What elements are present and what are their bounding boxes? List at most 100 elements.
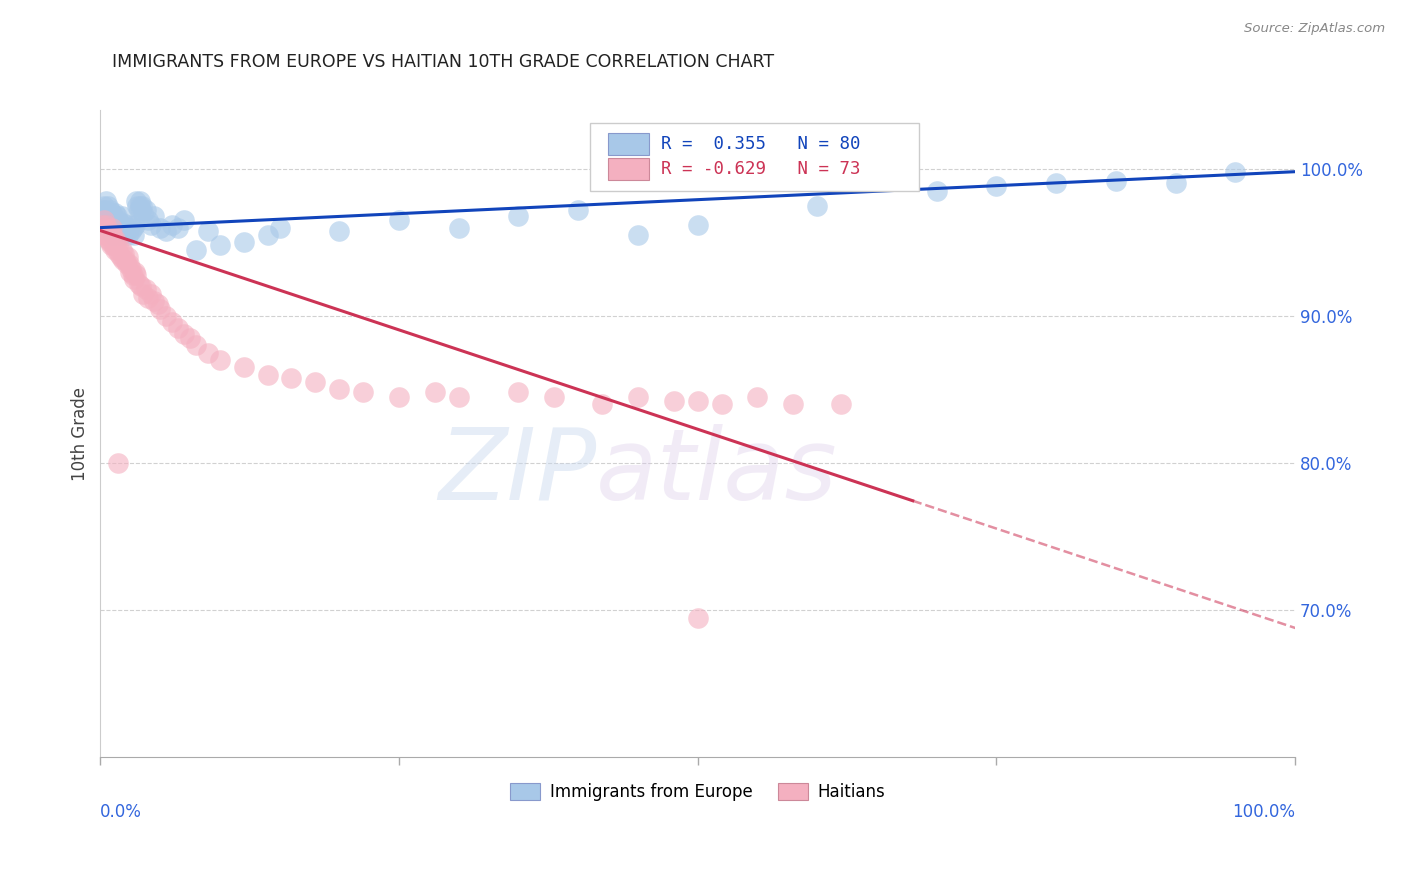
Point: [94, 220, 117, 235]
Point: [112, 252, 135, 267]
Point: [662, 394, 685, 409]
Point: [100, 238, 122, 252]
Point: [118, 220, 141, 235]
Point: [232, 235, 254, 250]
Point: [128, 198, 150, 212]
Point: [328, 383, 350, 397]
Point: [91, 202, 114, 217]
Point: [447, 390, 470, 404]
Point: [184, 243, 207, 257]
Point: [508, 209, 530, 223]
Point: [139, 286, 162, 301]
Point: [304, 375, 326, 389]
Point: [104, 206, 127, 220]
Point: [124, 218, 146, 232]
Point: [112, 247, 135, 261]
Legend: Immigrants from Europe, Haitians: Immigrants from Europe, Haitians: [503, 776, 891, 807]
Point: [925, 184, 948, 198]
Point: [121, 220, 143, 235]
Point: [423, 385, 446, 400]
Point: [90, 218, 112, 232]
Point: [388, 390, 411, 404]
Point: [104, 232, 127, 246]
Point: [96, 227, 118, 242]
Point: [108, 247, 131, 261]
Point: [103, 238, 125, 252]
Point: [111, 243, 134, 257]
Point: [184, 338, 207, 352]
Point: [97, 213, 120, 227]
Point: [104, 243, 127, 257]
Text: atlas: atlas: [596, 424, 838, 521]
Point: [96, 213, 118, 227]
Point: [94, 209, 117, 223]
Point: [388, 213, 411, 227]
Point: [1164, 177, 1187, 191]
Point: [197, 345, 219, 359]
Point: [132, 286, 155, 301]
Text: R = -0.629   N = 73: R = -0.629 N = 73: [661, 161, 860, 178]
Point: [112, 216, 135, 230]
Point: [98, 227, 121, 242]
Point: [128, 202, 150, 217]
Point: [90, 209, 112, 223]
Point: [122, 227, 145, 242]
Point: [96, 194, 118, 208]
Point: [160, 315, 183, 329]
Point: [782, 397, 804, 411]
Point: [710, 397, 733, 411]
Point: [117, 227, 139, 242]
Point: [135, 282, 157, 296]
Point: [197, 223, 219, 237]
Point: [93, 198, 115, 212]
Point: [110, 227, 132, 242]
Point: [686, 610, 709, 624]
Point: [100, 209, 122, 223]
Point: [118, 257, 141, 271]
Point: [352, 385, 374, 400]
Point: [100, 218, 122, 232]
Point: [686, 394, 709, 409]
Point: [208, 238, 231, 252]
Point: [131, 198, 153, 212]
Point: [132, 206, 155, 220]
Point: [97, 223, 120, 237]
Point: [117, 250, 139, 264]
Point: [127, 198, 149, 212]
Point: [149, 301, 172, 316]
Text: 0.0%: 0.0%: [100, 803, 142, 821]
Point: [107, 213, 129, 227]
Point: [120, 218, 142, 232]
Point: [94, 202, 117, 217]
Point: [103, 220, 125, 235]
Point: [105, 209, 128, 223]
Point: [136, 291, 159, 305]
Point: [122, 272, 145, 286]
Point: [98, 220, 121, 235]
Y-axis label: 10th Grade: 10th Grade: [72, 386, 89, 481]
Point: [139, 218, 162, 232]
Point: [91, 213, 114, 227]
Point: [97, 209, 120, 223]
Point: [128, 277, 150, 291]
Point: [114, 252, 136, 267]
Point: [104, 235, 127, 250]
Point: [167, 320, 190, 334]
Point: [96, 206, 118, 220]
FancyBboxPatch shape: [607, 133, 648, 154]
Point: [91, 223, 114, 237]
Point: [96, 232, 118, 246]
Point: [543, 390, 565, 404]
Point: [591, 397, 613, 411]
Point: [508, 385, 530, 400]
Point: [111, 209, 134, 223]
Point: [328, 223, 350, 237]
Point: [120, 223, 142, 237]
Point: [125, 194, 148, 208]
Point: [1045, 177, 1067, 191]
Point: [143, 209, 166, 223]
Point: [136, 213, 159, 227]
Point: [120, 261, 142, 276]
Point: [125, 268, 148, 282]
Point: [447, 220, 470, 235]
